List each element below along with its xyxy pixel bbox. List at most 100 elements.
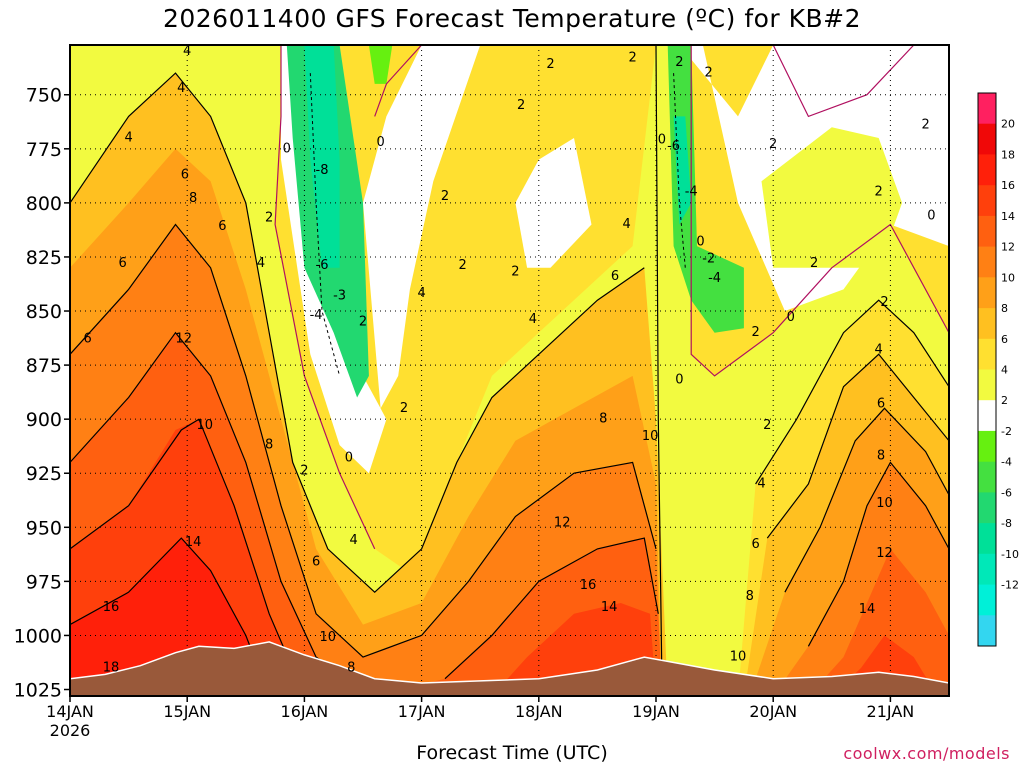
contour-label: -3 [333, 288, 346, 303]
contour-label: 2 [265, 211, 273, 226]
y-tick-label: 900 [26, 409, 62, 431]
x-tick-label: 21JAN [867, 702, 915, 721]
contour-label: 6 [83, 332, 91, 347]
colorbar-label: -2 [1001, 425, 1012, 438]
y-tick-label: 925 [26, 463, 62, 485]
contour-line [755, 299, 949, 485]
y-tick-label: 950 [26, 517, 62, 539]
contour-label: -4 [685, 185, 698, 200]
contour-label: 0 [658, 133, 666, 148]
colorbar-label: -12 [1001, 579, 1019, 592]
contour-label: 2 [300, 464, 308, 479]
y-tick-label: 1000 [14, 625, 62, 647]
contour-label: 2 [628, 51, 636, 66]
y-tick-label: 1025 [14, 680, 62, 702]
contour-label: 12 [554, 516, 571, 531]
contour-line [70, 418, 305, 696]
contour-label: 6 [119, 256, 127, 271]
y-tick-label: 825 [26, 247, 62, 269]
colorbar-segment [978, 369, 996, 401]
contour-label: 4 [124, 131, 132, 146]
colorbar-label: 4 [1001, 364, 1008, 377]
chart-title: 2026011400 GFS Forecast Temperature (ºC)… [162, 4, 862, 33]
colorbar-label: 18 [1001, 148, 1015, 161]
contour-label: 2 [763, 418, 771, 433]
contour-label: 10 [197, 418, 214, 433]
contour-label: 18 [103, 660, 120, 675]
contour-label: 2 [921, 118, 929, 133]
colorbar-label: -6 [1001, 486, 1012, 499]
contour-label: 8 [347, 660, 355, 675]
temperature-band [368, 45, 393, 84]
colorbar-segment [978, 338, 996, 370]
x-tick-label: 19JAN [632, 702, 680, 721]
negative-contour-line [309, 73, 341, 377]
x-tick-label: 16JAN [281, 702, 329, 721]
contour-label: 0 [675, 373, 683, 388]
contour-label: 10 [320, 630, 337, 645]
x-tick-label: 18JAN [515, 702, 563, 721]
x-axis-label: Forecast Time (UTC) [416, 742, 608, 764]
contour-label: 2 [511, 265, 519, 280]
colorbar-segment [978, 430, 996, 463]
contour-label: 8 [746, 589, 754, 604]
colorbar-segment [978, 308, 996, 340]
contour-label: -8 [316, 163, 329, 178]
contour-label: 2 [769, 137, 777, 152]
contour-label: 0 [283, 141, 291, 156]
contour-label: 12 [175, 332, 192, 347]
colorbar-label: 14 [1001, 210, 1015, 223]
x-tick-label: 17JAN [398, 702, 446, 721]
contour-line [807, 461, 949, 647]
contour-label: 0 [787, 310, 795, 325]
contour-label: 6 [611, 269, 619, 284]
contour-label: 4 [757, 477, 765, 492]
contour-label: 2 [705, 66, 713, 81]
contour-label: 4 [417, 286, 425, 301]
contour-label: -6 [316, 258, 329, 273]
x-tick-label: 15JAN [163, 702, 211, 721]
colorbar-segment [978, 246, 996, 278]
contour-label: 4 [349, 533, 357, 548]
colorbar-segment [978, 523, 996, 555]
contour-label: 6 [181, 167, 189, 182]
contour-label: 14 [859, 602, 876, 617]
temperature-band [304, 45, 340, 268]
contour-line [70, 331, 376, 696]
negative-contour-line [673, 73, 686, 268]
contour-label: 6 [312, 554, 320, 569]
temperature-band [363, 45, 481, 409]
contour-label: 2 [546, 57, 554, 72]
colorbar-label: 16 [1001, 179, 1015, 192]
contour-line [655, 45, 663, 679]
contour-label: 0 [696, 234, 704, 249]
contour-line [766, 353, 949, 539]
contour-label: 2 [517, 98, 525, 113]
colorbar-segment [978, 553, 996, 585]
contour-label: 8 [599, 412, 607, 427]
y-tick-label: 850 [26, 301, 62, 323]
colorbar-label: -10 [1001, 548, 1019, 561]
contour-label: 10 [642, 429, 659, 444]
colorbar-segment [978, 492, 996, 524]
contour-label: 2 [400, 401, 408, 416]
y-tick-label: 800 [26, 193, 62, 215]
contour-label: 0 [927, 208, 935, 223]
contour-label: -6 [667, 139, 680, 154]
contour-label: 2 [441, 189, 449, 204]
contour-label: -4 [708, 271, 721, 286]
contour-label: 2 [359, 314, 367, 329]
contour-label: 0 [376, 135, 384, 150]
contour-label: 2 [458, 258, 466, 273]
contour-label: 12 [876, 546, 893, 561]
contour-label: 4 [529, 312, 537, 327]
contour-line [70, 72, 645, 594]
contour-label: 2 [880, 295, 888, 310]
colorbar-segment [978, 277, 996, 309]
contour-line [274, 45, 376, 550]
colorbar-segment [978, 615, 996, 647]
contour-label: 0 [345, 451, 353, 466]
contour-label: 6 [218, 219, 226, 234]
colorbar-label: 12 [1001, 241, 1015, 254]
contour-line [772, 45, 915, 118]
